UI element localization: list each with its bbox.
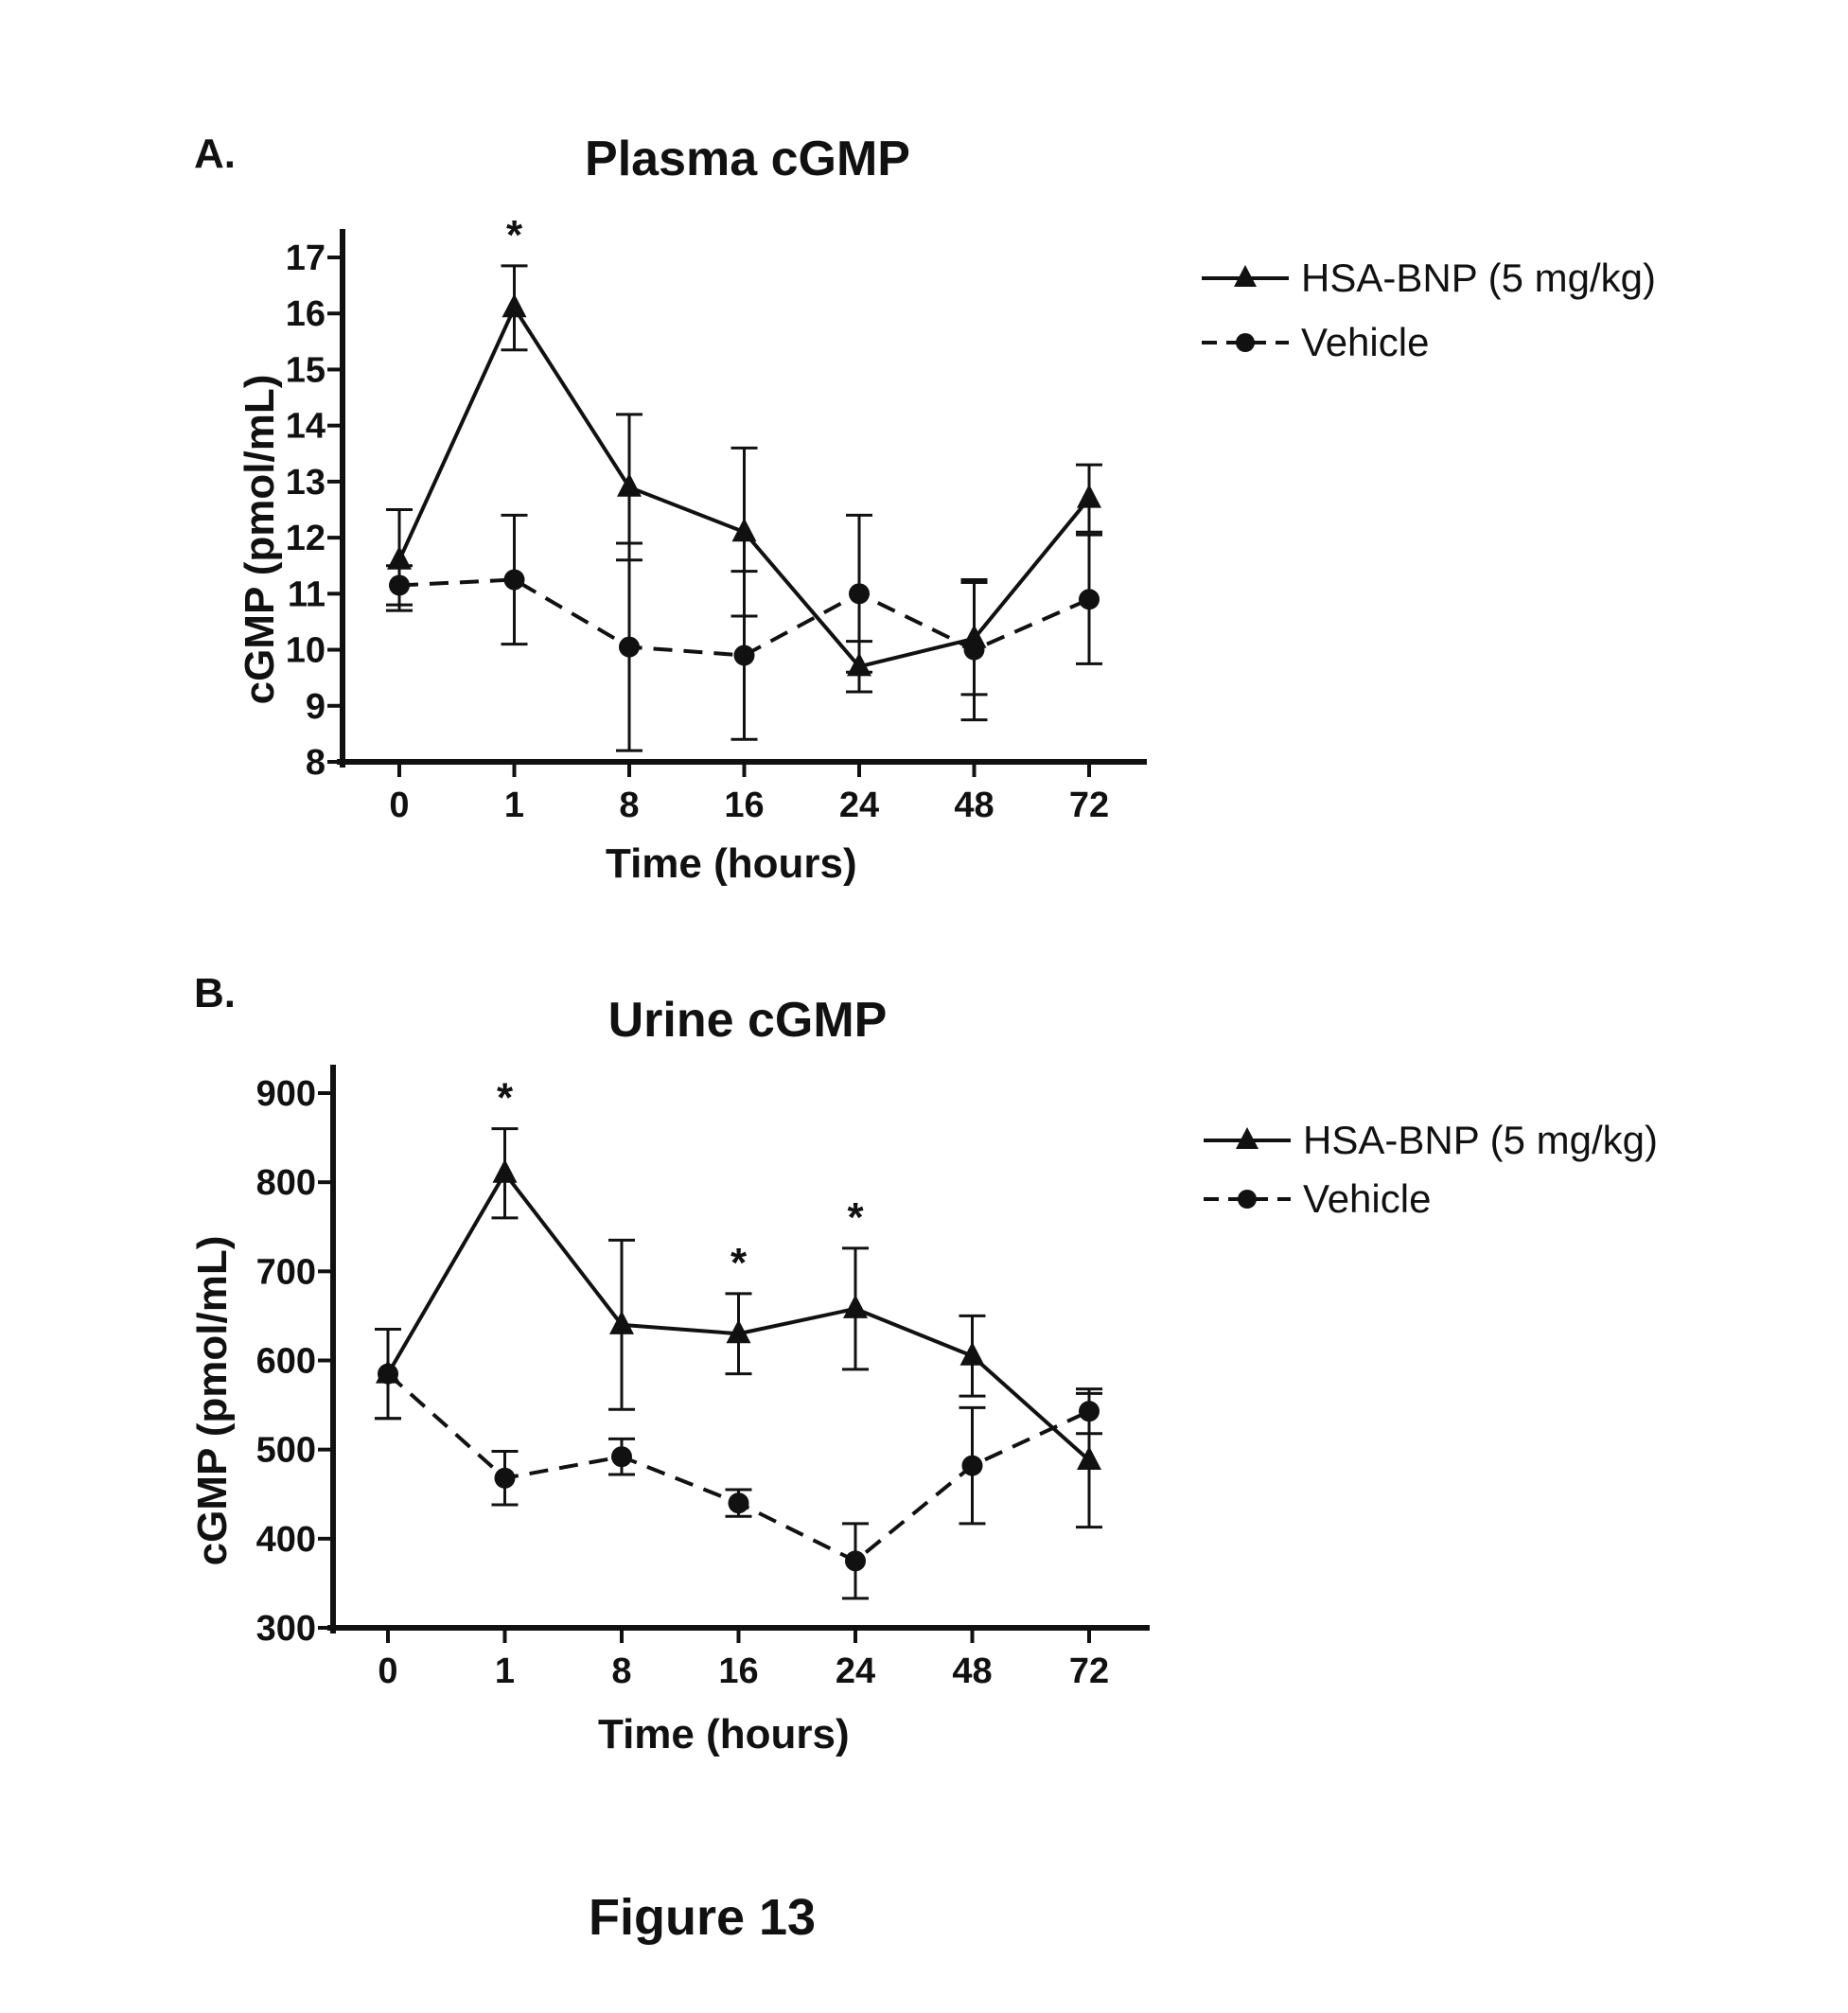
y-tick-label: 300 [256,1609,316,1649]
data-point-triangle [843,1295,868,1318]
y-tick-label: 800 [256,1163,316,1203]
data-point-circle [729,1492,749,1513]
x-tick-label: 1 [495,1651,515,1691]
data-point-circle [495,1468,516,1489]
x-tick-label: 8 [611,1651,631,1691]
series-line-vehicle [388,1374,1089,1562]
y-tick-label: 700 [256,1252,316,1292]
significance-marker: * [730,1240,748,1286]
y-tick-label: 900 [256,1074,316,1114]
data-point-circle [845,1550,866,1571]
y-tick-label: 500 [256,1431,316,1471]
x-tick-label: 24 [836,1651,875,1691]
x-tick-label: 72 [1069,1651,1109,1691]
data-point-circle [611,1446,632,1467]
x-tick-label: 0 [378,1651,397,1691]
legend-marker-circle [1238,1190,1257,1209]
data-point-triangle [1077,1446,1101,1470]
legend-label: Vehicle [1303,1176,1431,1221]
data-point-triangle [493,1159,518,1183]
legend-label: HSA-BNP (5 mg/kg) [1303,1118,1658,1162]
significance-marker: * [497,1075,514,1121]
x-tick-label: 48 [952,1651,992,1691]
significance-marker: * [847,1194,864,1241]
y-tick-label: 600 [256,1342,316,1382]
data-point-circle [962,1456,983,1476]
data-point-circle [1079,1401,1100,1421]
legend-marker-triangle [1236,1127,1258,1149]
x-tick-label: 16 [718,1651,758,1691]
y-tick-label: 400 [256,1520,316,1560]
data-point-circle [378,1364,398,1385]
